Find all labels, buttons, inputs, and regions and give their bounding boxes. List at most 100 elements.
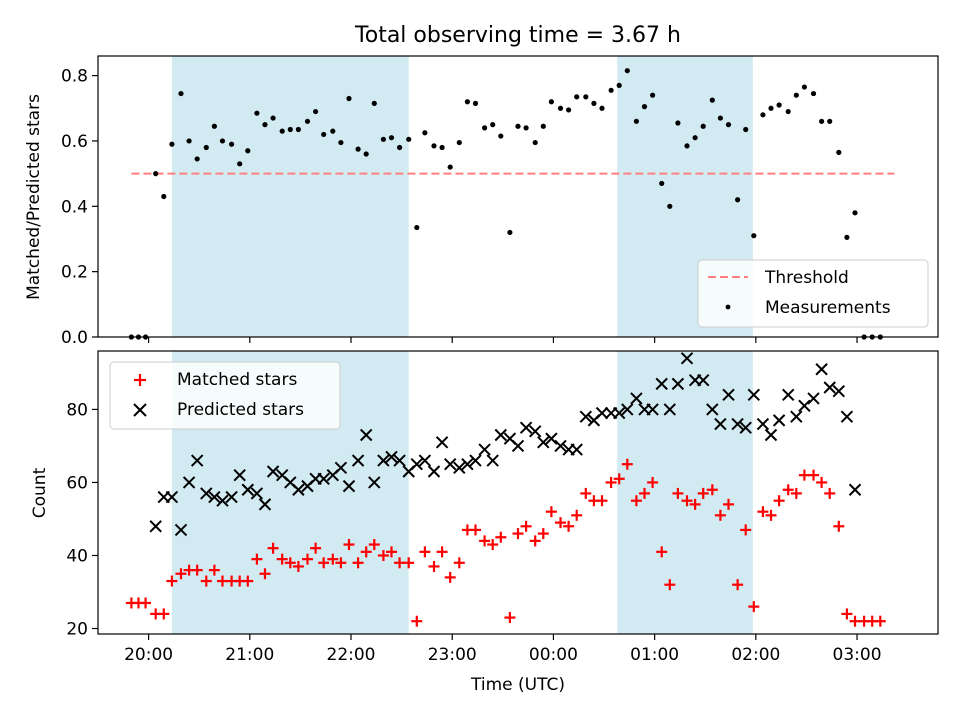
matched-star-point — [428, 560, 440, 572]
measurement-point — [431, 143, 437, 149]
measurement-point — [819, 118, 825, 124]
matched-star-point — [444, 571, 456, 583]
measurement-point — [490, 122, 496, 128]
predicted-star-point — [478, 443, 491, 456]
matched-star-point — [757, 506, 769, 518]
measurement-point — [498, 133, 504, 139]
matched-star-point — [479, 535, 491, 547]
measurement-point — [355, 146, 361, 152]
matched-star-point — [672, 487, 684, 499]
measurement-point — [776, 102, 782, 108]
predicted-star-point — [630, 392, 643, 405]
measurement-point — [793, 92, 799, 98]
matched-star-point — [487, 539, 499, 551]
matched-star-point — [621, 458, 633, 470]
measurement-point — [321, 131, 327, 138]
y-tick-label: 80 — [66, 400, 88, 420]
measurement-point — [312, 108, 319, 115]
measurement-point — [574, 94, 580, 100]
matched-star-point — [714, 509, 726, 521]
measurement-point — [608, 87, 614, 93]
predicted-star-point — [317, 472, 330, 486]
matched-star-point — [495, 531, 507, 543]
measurement-point — [270, 115, 276, 121]
measurement-point — [768, 105, 774, 111]
x-tick-label: 01:00 — [630, 645, 679, 665]
matched-star-point — [352, 557, 364, 569]
matched-star-point — [411, 615, 423, 627]
ratio-legend: Threshold Measurements — [697, 259, 929, 328]
predicted-star-point — [756, 417, 770, 431]
legend-measurements-swatch — [725, 304, 731, 310]
predicted-star-point — [486, 454, 499, 467]
matched-star-point — [377, 549, 389, 561]
matched-star-point — [596, 495, 608, 507]
predicted-star-point — [427, 465, 441, 478]
measurement-point — [330, 128, 336, 134]
measurement-point — [540, 123, 546, 129]
measurement-point — [464, 99, 470, 105]
predicted-star-point — [418, 454, 432, 467]
matched-star-point — [613, 473, 625, 485]
matched-star-point — [327, 553, 339, 565]
shaded-interval-2 — [617, 351, 753, 634]
measurement-point — [363, 151, 369, 157]
predicted-star-point — [696, 374, 710, 387]
legend-matched-swatch — [134, 374, 146, 386]
x-tick-label: 20:00 — [124, 645, 173, 665]
matched-star-point — [874, 615, 886, 627]
measurement-point — [287, 126, 293, 133]
count-panel: 20:00 21:00 22:00 23:00 00:00 01:00 02:00 03:00… — [30, 350, 939, 695]
measurement-point — [161, 193, 167, 200]
predicted-star-point — [225, 490, 238, 504]
matched-star-point — [403, 557, 415, 569]
measurement-point — [852, 210, 858, 216]
measurement-point — [836, 149, 842, 155]
predicted-star-point — [848, 483, 862, 496]
predicted-star-point — [410, 457, 424, 471]
matched-star-point — [469, 524, 481, 536]
matched-star-point — [453, 557, 465, 569]
matched-star-point — [385, 546, 397, 558]
measurement-point — [380, 136, 386, 142]
predicted-star-point — [554, 439, 567, 453]
matched-star-point — [259, 568, 271, 580]
matched-star-point — [571, 509, 583, 521]
measurement-point — [650, 92, 656, 98]
measurement-point — [810, 90, 817, 97]
measurement-point — [709, 97, 715, 103]
matched-star-point — [723, 498, 735, 510]
measurement-point — [439, 144, 445, 151]
predicted-star-point — [216, 494, 229, 507]
matched-star-point — [343, 539, 355, 551]
measurement-point — [338, 139, 344, 146]
predicted-star-point — [714, 417, 727, 431]
predicted-star-point — [519, 421, 533, 434]
matched-star-point — [545, 506, 557, 518]
predicted-star-point — [790, 410, 803, 423]
matched-star-point — [639, 487, 651, 499]
predicted-star-point — [545, 432, 558, 445]
matched-star-point — [605, 476, 617, 488]
predicted-star-point — [747, 388, 761, 402]
predicted-star-point — [528, 425, 542, 438]
predicted-star-point — [646, 403, 659, 416]
predicted-star-point — [731, 417, 744, 431]
legend-measurements-label: Measurements — [765, 298, 891, 318]
y-tick-label: 0.0 — [61, 328, 88, 348]
predicted-star-point — [612, 406, 626, 420]
matched-star-point — [773, 495, 785, 507]
measurement-point — [203, 144, 209, 151]
measurement-point — [641, 104, 648, 110]
matched-star-point — [580, 487, 592, 499]
predicted-star-point — [182, 476, 196, 489]
predicted-star-point — [671, 377, 685, 391]
measurement-point — [515, 123, 521, 129]
measurement-point — [254, 110, 260, 116]
matched-star-point — [630, 495, 642, 507]
predicted-star-point — [798, 399, 811, 412]
ratio-panel-ylabel: Matched/Predicted stars — [24, 94, 44, 300]
predicted-star-point — [494, 428, 508, 442]
measurement-point — [532, 139, 538, 146]
